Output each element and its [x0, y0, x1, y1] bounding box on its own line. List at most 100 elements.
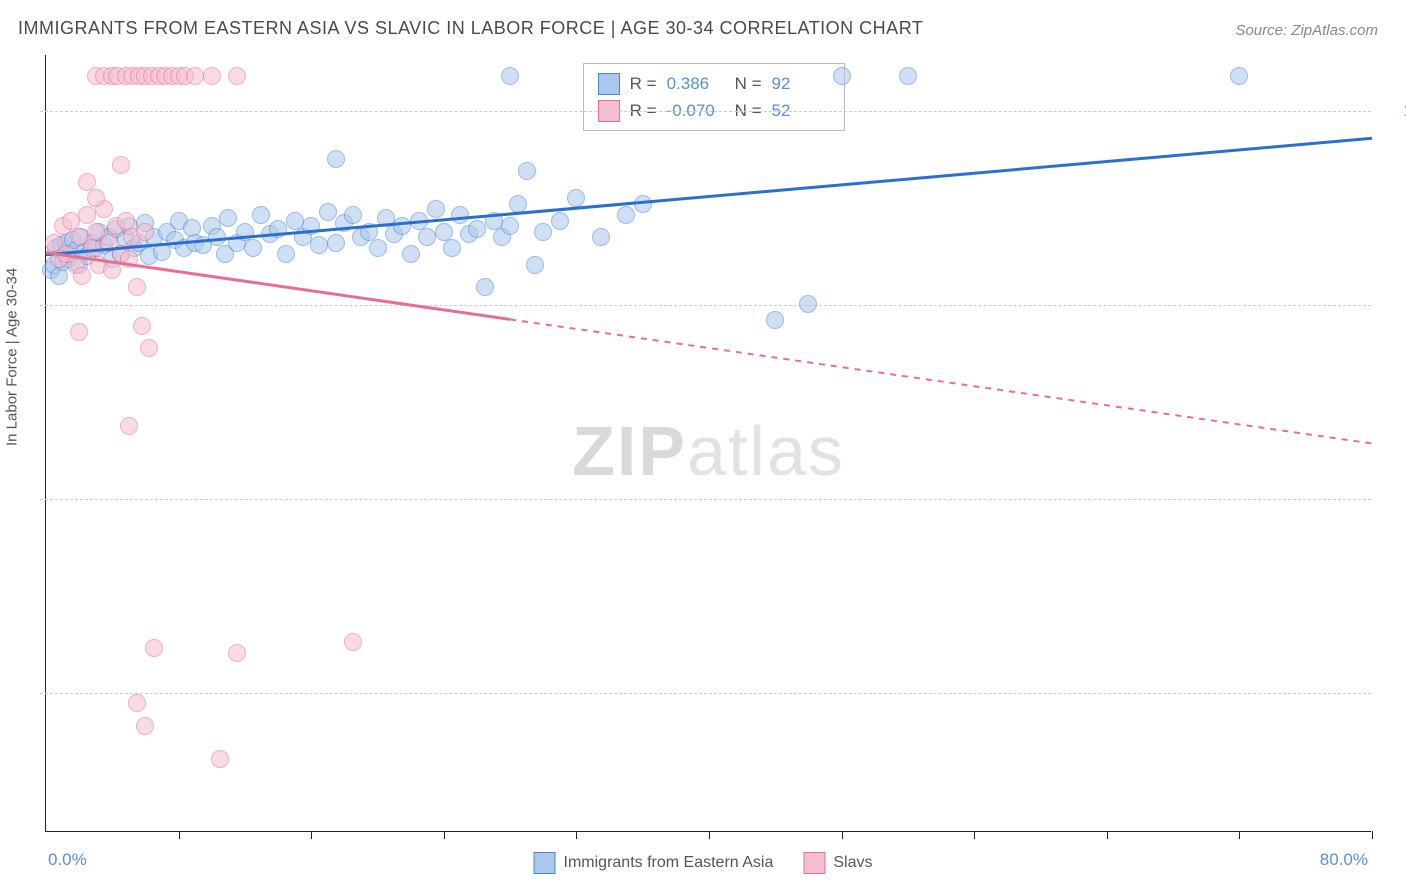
stats-legend-box: R =0.386N =92R =-0.070N =52 [583, 63, 845, 131]
data-point-eastern_asia [443, 239, 461, 257]
data-point-slavs [78, 206, 96, 224]
data-point-eastern_asia [501, 67, 519, 85]
data-point-eastern_asia [219, 209, 237, 227]
legend-swatch-slavs [803, 852, 825, 874]
data-point-eastern_asia [327, 234, 345, 252]
x-tick [709, 831, 710, 839]
data-point-eastern_asia [277, 245, 295, 263]
data-point-eastern_asia [286, 212, 304, 230]
x-axis-max-label: 80.0% [1320, 850, 1368, 870]
data-point-eastern_asia [476, 278, 494, 296]
legend-label-eastern-asia: Immigrants from Eastern Asia [564, 854, 774, 872]
y-tick-label: 82.5% [1381, 295, 1406, 315]
data-point-eastern_asia [252, 206, 270, 224]
data-point-eastern_asia [208, 228, 226, 246]
data-point-eastern_asia [799, 295, 817, 313]
stats-n-value-eastern_asia: 92 [772, 70, 830, 97]
y-tick-label: 100.0% [1381, 101, 1406, 121]
data-point-eastern_asia [451, 206, 469, 224]
data-point-eastern_asia [485, 212, 503, 230]
data-point-eastern_asia [518, 162, 536, 180]
data-point-eastern_asia [833, 67, 851, 85]
data-point-eastern_asia [899, 67, 917, 85]
bottom-legend: Immigrants from Eastern Asia Slavs [534, 852, 873, 874]
data-point-slavs [87, 189, 105, 207]
data-point-eastern_asia [468, 220, 486, 238]
data-point-eastern_asia [302, 217, 320, 235]
data-point-slavs [103, 261, 121, 279]
data-point-eastern_asia [319, 203, 337, 221]
data-point-slavs [117, 212, 135, 230]
trend-lines [46, 55, 1372, 832]
data-point-slavs [228, 644, 246, 662]
legend-item-eastern-asia: Immigrants from Eastern Asia [534, 852, 774, 874]
data-point-eastern_asia [269, 220, 287, 238]
data-point-slavs [70, 323, 88, 341]
data-point-slavs [211, 750, 229, 768]
data-point-eastern_asia [402, 245, 420, 263]
source-attribution: Source: ZipAtlas.com [1235, 22, 1378, 39]
y-tick-label: 65.0% [1381, 489, 1406, 509]
correlation-chart: IMMIGRANTS FROM EASTERN ASIA VS SLAVIC I… [0, 0, 1406, 892]
data-point-slavs [133, 317, 151, 335]
stats-r-label: R = [630, 70, 657, 97]
x-tick [311, 831, 312, 839]
data-point-eastern_asia [427, 200, 445, 218]
trend-line-dash-slavs [510, 319, 1372, 443]
x-tick [444, 831, 445, 839]
data-point-slavs [73, 267, 91, 285]
x-tick [974, 831, 975, 839]
data-point-slavs [128, 694, 146, 712]
data-point-eastern_asia [310, 236, 328, 254]
data-point-eastern_asia [766, 311, 784, 329]
data-point-eastern_asia [567, 189, 585, 207]
data-point-eastern_asia [509, 195, 527, 213]
data-point-eastern_asia [410, 212, 428, 230]
legend-swatch-eastern-asia [534, 852, 556, 874]
stats-n-label: N = [735, 70, 762, 97]
data-point-slavs [78, 173, 96, 191]
data-point-eastern_asia [344, 206, 362, 224]
x-tick [576, 831, 577, 839]
data-point-eastern_asia [592, 228, 610, 246]
legend-item-slavs: Slavs [803, 852, 872, 874]
data-point-eastern_asia [327, 150, 345, 168]
y-tick-label: 47.5% [1381, 683, 1406, 703]
data-point-eastern_asia [369, 239, 387, 257]
watermark: ZIPatlas [572, 411, 845, 491]
stats-swatch-eastern_asia [598, 73, 620, 95]
x-tick [1107, 831, 1108, 839]
data-point-eastern_asia [360, 223, 378, 241]
data-point-slavs [62, 212, 80, 230]
data-point-eastern_asia [1230, 67, 1248, 85]
data-point-eastern_asia [435, 223, 453, 241]
data-point-slavs [145, 639, 163, 657]
data-point-eastern_asia [617, 206, 635, 224]
data-point-eastern_asia [501, 217, 519, 235]
x-tick [1372, 831, 1373, 839]
watermark-rest: atlas [687, 412, 845, 490]
data-point-eastern_asia [244, 239, 262, 257]
data-point-eastern_asia [534, 223, 552, 241]
plot-area: ZIPatlas R =0.386N =92R =-0.070N =52 100… [45, 55, 1371, 832]
data-point-eastern_asia [551, 212, 569, 230]
data-point-slavs [140, 339, 158, 357]
stats-r-value-eastern_asia: 0.386 [667, 70, 725, 97]
data-point-eastern_asia [418, 228, 436, 246]
data-point-slavs [120, 250, 138, 268]
data-point-slavs [228, 67, 246, 85]
x-tick [1239, 831, 1240, 839]
x-tick [179, 831, 180, 839]
data-point-slavs [344, 633, 362, 651]
data-point-slavs [128, 278, 146, 296]
gridline [40, 305, 1371, 306]
legend-label-slavs: Slavs [833, 854, 872, 872]
data-point-eastern_asia [526, 256, 544, 274]
data-point-slavs [136, 717, 154, 735]
gridline [40, 499, 1371, 500]
data-point-slavs [112, 156, 130, 174]
gridline [40, 111, 1371, 112]
data-point-slavs [136, 223, 154, 241]
chart-title: IMMIGRANTS FROM EASTERN ASIA VS SLAVIC I… [18, 18, 923, 39]
data-point-eastern_asia [393, 217, 411, 235]
